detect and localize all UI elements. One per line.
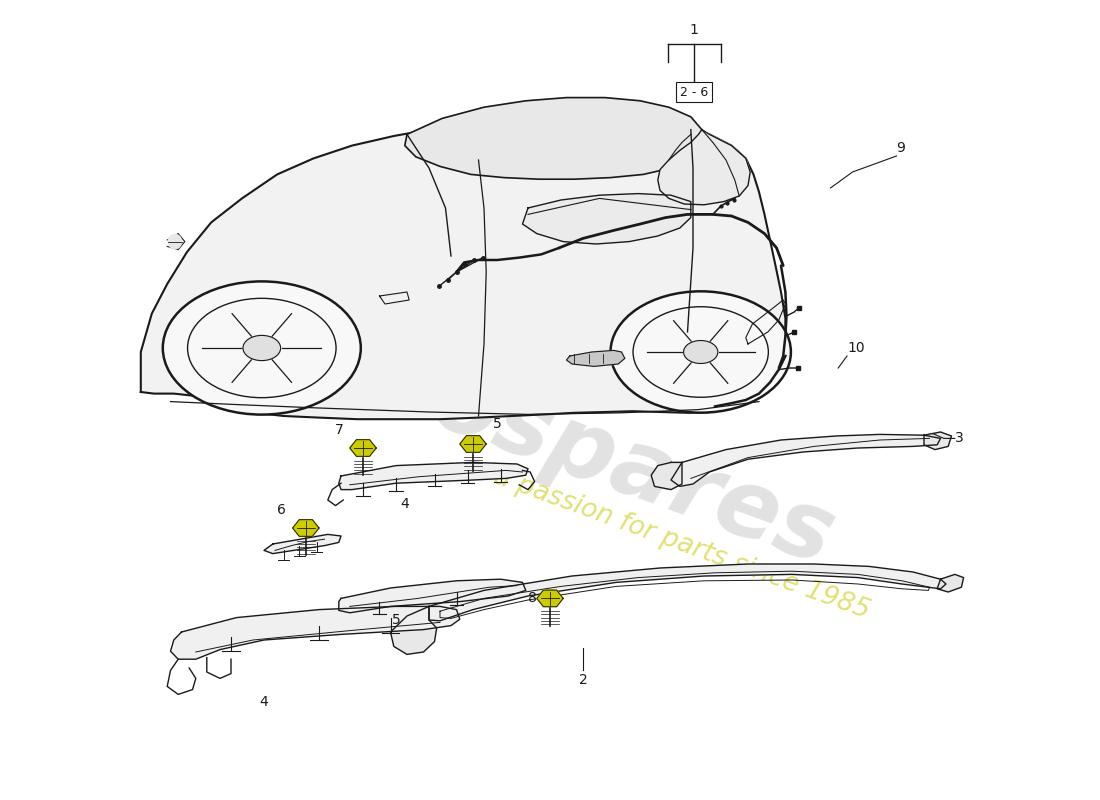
Text: 8: 8 [528,591,537,606]
Text: 9: 9 [896,141,905,155]
Polygon shape [937,574,964,592]
Text: a passion for parts since 1985: a passion for parts since 1985 [491,464,873,624]
Text: 4: 4 [400,497,409,511]
Text: 4: 4 [260,695,268,710]
Polygon shape [651,462,682,490]
Polygon shape [566,350,625,366]
Polygon shape [339,579,526,613]
Text: 10: 10 [847,341,865,355]
Polygon shape [293,520,319,536]
Polygon shape [141,118,785,419]
Text: 2: 2 [579,673,587,687]
Ellipse shape [163,282,361,414]
Polygon shape [170,606,460,659]
Polygon shape [460,436,486,452]
Text: 6: 6 [277,503,286,518]
Polygon shape [405,98,702,179]
Polygon shape [924,432,952,450]
Polygon shape [350,440,376,456]
Text: 3: 3 [955,431,964,446]
Polygon shape [264,534,341,554]
Text: 5: 5 [493,417,502,431]
Text: 2 - 6: 2 - 6 [680,86,708,98]
Ellipse shape [243,335,280,361]
Text: 5: 5 [392,613,400,627]
Ellipse shape [168,234,182,249]
Text: eurospares: eurospares [253,294,847,586]
Polygon shape [537,590,563,606]
Polygon shape [658,130,750,205]
Polygon shape [390,606,437,654]
Polygon shape [429,564,946,621]
Polygon shape [522,194,691,244]
Text: 7: 7 [334,423,343,438]
Polygon shape [339,462,528,490]
Ellipse shape [610,291,791,413]
Ellipse shape [683,341,718,363]
Text: 1: 1 [690,22,698,37]
Polygon shape [671,434,940,486]
